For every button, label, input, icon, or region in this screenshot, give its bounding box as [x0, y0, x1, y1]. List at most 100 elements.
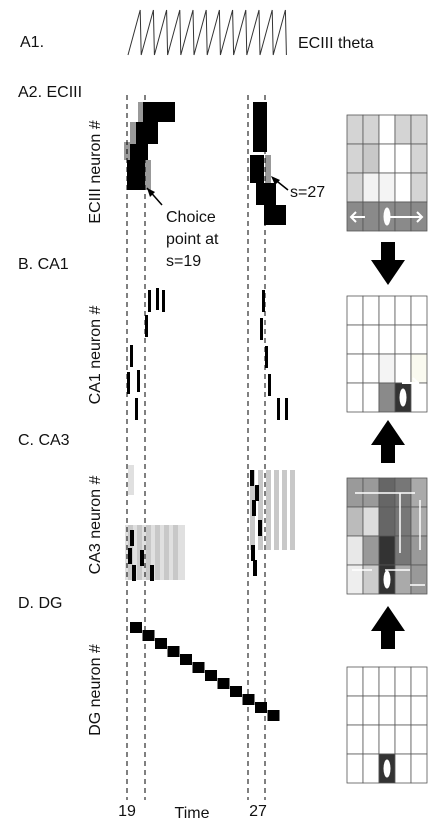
maze-cell [379, 354, 395, 383]
block [173, 525, 178, 580]
spike [128, 548, 132, 564]
maze-cell [379, 144, 395, 173]
spike [285, 398, 288, 420]
rat [400, 389, 407, 407]
maze-cell [379, 173, 395, 202]
trace-label: ECIII theta [298, 35, 374, 52]
cell-block [168, 646, 180, 657]
spike [253, 560, 257, 576]
panel-label: A1. [20, 34, 44, 51]
maze-cell [379, 667, 395, 696]
block [145, 160, 151, 190]
maze-cell [411, 725, 427, 754]
maze-cell [347, 296, 363, 325]
axis-label: CA1 neuron # [87, 306, 104, 405]
maze-cell [395, 507, 411, 536]
maze-cell [379, 507, 395, 536]
maze-cell [347, 725, 363, 754]
maze-cell [347, 507, 363, 536]
panel-label: C. CA3 [18, 432, 70, 449]
panel-label: A2. ECIII [18, 84, 82, 101]
spike [252, 500, 256, 516]
block [130, 122, 136, 144]
block [258, 470, 263, 550]
spike [148, 290, 151, 312]
annotation: point at [166, 231, 219, 248]
spike [255, 485, 259, 501]
spike [268, 374, 271, 396]
block [274, 470, 279, 550]
maze-cell [395, 725, 411, 754]
axis-label: CA3 neuron # [87, 476, 104, 575]
block [136, 122, 158, 144]
maze-cell [395, 354, 411, 383]
spike [162, 290, 165, 312]
maze-cell [379, 296, 395, 325]
spike [250, 470, 254, 486]
spike [156, 288, 159, 310]
maze-cell [347, 383, 363, 412]
block [143, 102, 175, 122]
maze-cell [379, 725, 395, 754]
spike [258, 520, 262, 536]
block-arrow [371, 242, 405, 285]
maze-cell [395, 696, 411, 725]
maze-cell [363, 754, 379, 783]
block [264, 205, 286, 225]
maze-cell [363, 696, 379, 725]
maze-cell [379, 536, 395, 565]
cell-block [230, 686, 242, 697]
block [128, 465, 134, 495]
cell-block [143, 630, 155, 641]
block-arrow [371, 606, 405, 649]
panel-label: D. DG [18, 595, 62, 612]
x-axis-label: Time [175, 805, 210, 822]
axis-label: DG neuron # [87, 644, 104, 736]
maze-cell [347, 667, 363, 696]
spike [260, 318, 263, 340]
spike [137, 370, 140, 392]
drawing [124, 10, 427, 800]
maze-cell [363, 115, 379, 144]
maze-cell [411, 115, 427, 144]
rat [384, 760, 391, 778]
maze-cell [411, 173, 427, 202]
maze-cell [347, 536, 363, 565]
cell-block [180, 654, 192, 665]
maze-cell [347, 696, 363, 725]
maze-cell [363, 173, 379, 202]
axis-label: ECIII neuron # [87, 120, 104, 223]
maze-cell [347, 173, 363, 202]
maze-cell [347, 754, 363, 783]
block [138, 102, 143, 122]
spike [150, 565, 154, 581]
maze-cell [395, 754, 411, 783]
cell-block [268, 710, 280, 721]
maze-cell [395, 115, 411, 144]
maze-cell [411, 696, 427, 725]
maze-cell [347, 144, 363, 173]
maze-cell [395, 296, 411, 325]
spike [251, 545, 255, 561]
spike [277, 398, 280, 420]
maze-cell [347, 115, 363, 144]
annotation: s=27 [290, 184, 325, 201]
cell-block [193, 662, 205, 673]
rat [384, 571, 391, 589]
block [265, 155, 271, 183]
maze-cell [411, 667, 427, 696]
block [164, 525, 169, 580]
annotation: s=19 [166, 253, 201, 270]
spike [130, 530, 134, 546]
spike [135, 398, 138, 420]
maze-cell [395, 325, 411, 354]
maze-cell [363, 354, 379, 383]
annotation: Choice [166, 209, 216, 226]
maze-cell [395, 144, 411, 173]
maze-cell [363, 383, 379, 412]
maze-cell [347, 354, 363, 383]
cell-block [155, 638, 167, 649]
maze-cell [363, 144, 379, 173]
maze-cell [411, 144, 427, 173]
maze-cell [363, 202, 379, 231]
